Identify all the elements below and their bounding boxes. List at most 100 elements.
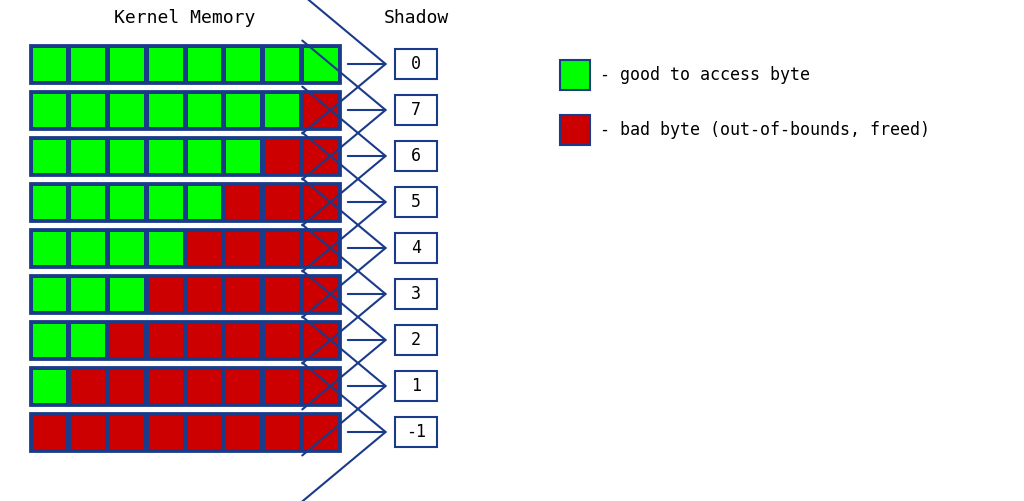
Bar	[72, 139, 105, 172]
Bar	[187, 231, 221, 265]
Bar	[187, 48, 221, 81]
Text: 4: 4	[411, 239, 421, 257]
Bar	[395, 417, 437, 447]
Bar	[33, 48, 67, 81]
Text: -1: -1	[406, 423, 426, 441]
Bar	[110, 415, 143, 448]
Bar	[187, 415, 221, 448]
Bar	[265, 185, 299, 218]
Text: 1: 1	[411, 377, 421, 395]
Bar	[187, 324, 221, 357]
Bar	[560, 60, 590, 90]
Text: Kernel Memory: Kernel Memory	[115, 9, 256, 27]
Text: 2: 2	[411, 331, 421, 349]
Bar	[148, 185, 182, 218]
Bar	[72, 48, 105, 81]
Bar	[110, 324, 143, 357]
Bar	[148, 415, 182, 448]
Bar	[30, 229, 340, 267]
Bar	[304, 231, 338, 265]
Bar	[265, 324, 299, 357]
Bar	[395, 371, 437, 401]
Bar	[187, 278, 221, 311]
Bar	[395, 233, 437, 263]
Bar	[72, 185, 105, 218]
Bar	[72, 415, 105, 448]
Bar	[30, 45, 340, 83]
Bar	[148, 94, 182, 126]
Bar	[304, 415, 338, 448]
Bar	[304, 324, 338, 357]
Bar	[110, 139, 143, 172]
Bar	[265, 94, 299, 126]
Bar	[265, 48, 299, 81]
Text: 7: 7	[411, 101, 421, 119]
Bar	[304, 48, 338, 81]
Bar	[304, 185, 338, 218]
Bar	[148, 139, 182, 172]
Bar	[33, 370, 67, 402]
Bar	[226, 94, 260, 126]
Text: 6: 6	[411, 147, 421, 165]
Bar	[226, 324, 260, 357]
Bar	[265, 278, 299, 311]
Bar	[110, 94, 143, 126]
Bar	[226, 278, 260, 311]
Bar	[72, 324, 105, 357]
Bar	[148, 324, 182, 357]
Bar	[110, 185, 143, 218]
Bar	[265, 231, 299, 265]
Bar	[226, 139, 260, 172]
Text: - good to access byte: - good to access byte	[600, 66, 810, 84]
Bar	[226, 48, 260, 81]
Bar	[226, 231, 260, 265]
Bar	[265, 139, 299, 172]
Bar	[30, 137, 340, 175]
Bar	[265, 415, 299, 448]
Bar	[187, 94, 221, 126]
Bar	[33, 324, 67, 357]
Bar	[148, 231, 182, 265]
Bar	[187, 139, 221, 172]
Bar	[30, 367, 340, 405]
Bar	[395, 325, 437, 355]
Bar	[30, 275, 340, 313]
Bar	[33, 94, 67, 126]
Bar	[72, 278, 105, 311]
Bar	[226, 370, 260, 402]
Bar	[304, 94, 338, 126]
Bar	[395, 279, 437, 309]
Bar	[560, 115, 590, 145]
Bar	[226, 415, 260, 448]
Bar	[395, 95, 437, 125]
Bar	[30, 413, 340, 451]
Bar	[30, 91, 340, 129]
Bar	[187, 370, 221, 402]
Bar	[110, 231, 143, 265]
Bar	[33, 231, 67, 265]
Text: Shadow: Shadow	[383, 9, 449, 27]
Text: 5: 5	[411, 193, 421, 211]
Bar	[33, 139, 67, 172]
Bar	[395, 187, 437, 217]
Bar	[395, 49, 437, 79]
Bar	[148, 278, 182, 311]
Text: 0: 0	[411, 55, 421, 73]
Bar	[33, 185, 67, 218]
Bar	[226, 185, 260, 218]
Text: - bad byte (out-of-bounds, freed): - bad byte (out-of-bounds, freed)	[600, 121, 930, 139]
Bar	[72, 94, 105, 126]
Bar	[30, 321, 340, 359]
Bar	[110, 278, 143, 311]
Bar	[148, 48, 182, 81]
Bar	[30, 183, 340, 221]
Bar	[304, 278, 338, 311]
Text: 3: 3	[411, 285, 421, 303]
Bar	[72, 231, 105, 265]
Bar	[265, 370, 299, 402]
Bar	[110, 48, 143, 81]
Bar	[187, 185, 221, 218]
Bar	[33, 415, 67, 448]
Bar	[72, 370, 105, 402]
Bar	[33, 278, 67, 311]
